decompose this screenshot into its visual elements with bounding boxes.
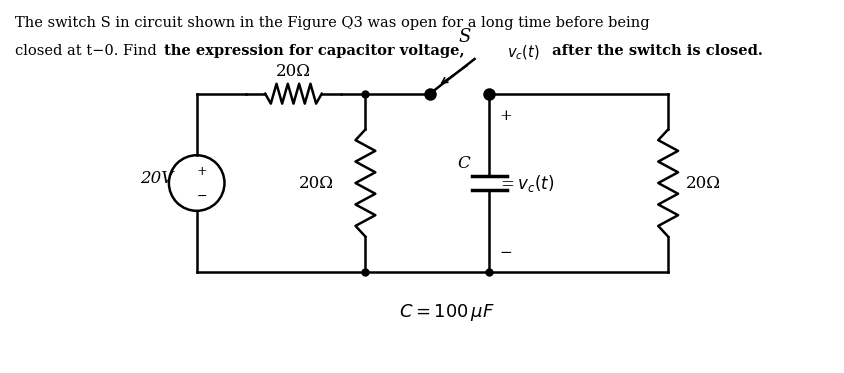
Text: 20Ω: 20Ω [298, 175, 333, 191]
Text: +: + [196, 164, 207, 178]
Text: $\mathit{v_c}(t)$: $\mathit{v_c}(t)$ [506, 44, 539, 62]
Text: after the switch is closed.: after the switch is closed. [546, 44, 762, 58]
Text: +: + [499, 109, 511, 123]
Text: The switch S in circuit shown in the Figure Q3 was open for a long time before b: The switch S in circuit shown in the Fig… [15, 16, 649, 30]
Text: 20Ω: 20Ω [685, 175, 720, 191]
Text: closed at t−0. Find: closed at t−0. Find [15, 44, 161, 58]
Text: $-$: $-$ [196, 188, 207, 201]
Text: $-$: $-$ [499, 244, 512, 257]
Text: S: S [458, 28, 470, 46]
Text: 20Ω: 20Ω [276, 63, 311, 80]
Text: C: C [457, 155, 469, 172]
Text: $C = 100\,\mu F$: $C = 100\,\mu F$ [399, 302, 495, 323]
Text: the expression for capacitor voltage,: the expression for capacitor voltage, [164, 44, 464, 58]
Text: 20V: 20V [140, 170, 173, 186]
Text: $\mathregular{=}v_c(t)$: $\mathregular{=}v_c(t)$ [497, 173, 554, 194]
